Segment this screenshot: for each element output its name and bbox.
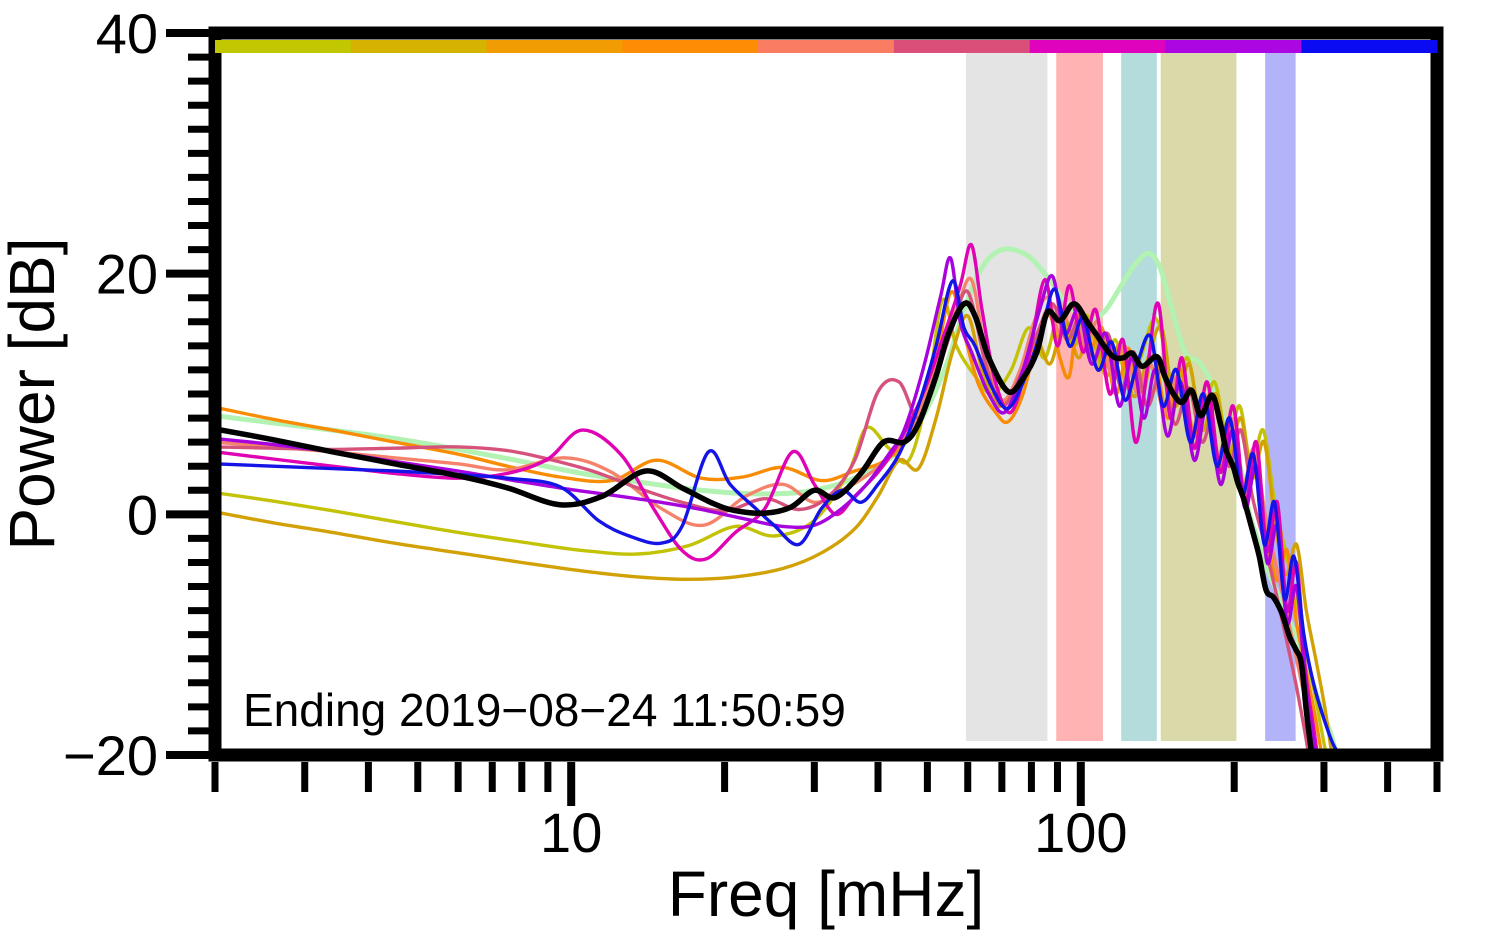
ending-timestamp-annotation: Ending 2019−08−24 11:50:59	[243, 684, 846, 736]
curve-average-black	[215, 300, 1315, 755]
y-tick-label: −20	[63, 724, 158, 787]
y-tick-label: 40	[96, 2, 158, 65]
y-tick-label: 20	[96, 243, 158, 306]
curves-group	[215, 243, 1342, 755]
axis-ticks-group	[166, 29, 1441, 806]
colorbar-segment	[893, 40, 1031, 53]
x-axis-title: Freq [mHz]	[668, 858, 984, 930]
shaded-band-pink	[1056, 53, 1103, 741]
colorbar-segment	[1029, 40, 1167, 53]
colorbar-segment	[622, 40, 759, 53]
x-tick-label: 10	[540, 801, 602, 864]
shaded-bands-group	[965, 53, 1296, 741]
colorbar-segment	[1165, 40, 1302, 53]
x-tick-label: 100	[1034, 801, 1127, 864]
colorbar-segment	[758, 40, 895, 53]
curve-spectrum-blue	[215, 279, 1342, 755]
colorbar-segment	[350, 40, 488, 53]
colorbar-segment	[1301, 40, 1438, 53]
colorbar-segment	[486, 40, 623, 53]
y-axis-title: Power [dB]	[0, 237, 68, 550]
colorbar-segment	[215, 40, 352, 53]
top-colorbar	[215, 40, 1438, 53]
y-tick-label: 0	[127, 483, 158, 546]
curve-reference-green	[215, 246, 1340, 755]
axis-tick-labels-group: 40 20 0 −20 10 100	[63, 2, 1128, 864]
plot-frame	[208, 26, 1444, 762]
